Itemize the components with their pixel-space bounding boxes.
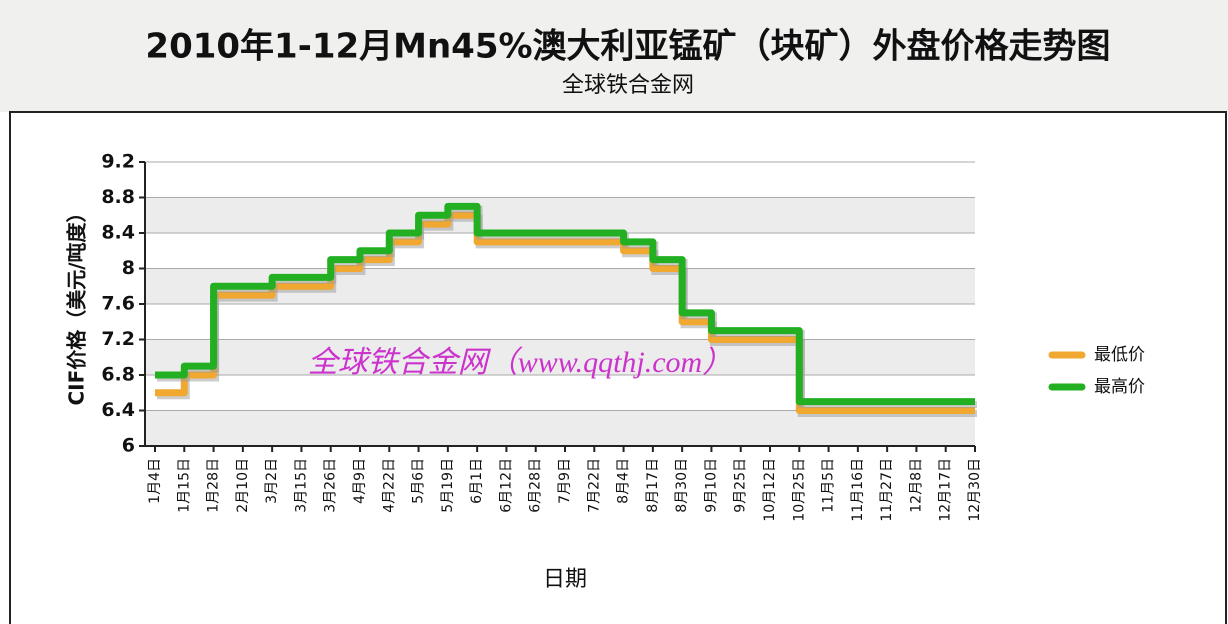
grid-band [145,197,975,233]
x-tick-label: 12月8日 [908,458,924,513]
y-tick-label: 6 [122,435,135,457]
x-tick-label: 1月15日 [176,458,192,513]
y-tick-label: 6.8 [101,364,135,386]
chart-subtitle: 全球铁合金网 [562,73,694,98]
x-tick-label: 3月2日 [264,458,280,504]
x-tick-label: 4月9日 [352,458,368,504]
x-tick-label: 6月12日 [498,458,514,513]
x-tick-label: 8月30日 [674,458,690,513]
y-tick-label: 8.4 [101,222,135,244]
y-tick-label: 8 [122,257,135,279]
y-axis-label: CIF价格（美元/吨度） [65,202,89,405]
x-axis-label: 日期 [543,567,587,592]
x-tick-label: 11月16日 [850,458,866,522]
x-tick-label: 6月28日 [528,458,544,513]
x-tick-label: 6月1日 [469,458,485,504]
y-tick-label: 7.6 [101,293,135,315]
x-tick-label: 7月22日 [586,458,602,513]
x-tick-label: 10月12日 [762,458,778,522]
x-tick-label: 11月5日 [821,458,837,513]
grid-band [145,339,975,375]
x-tick-label: 7月9日 [557,458,573,504]
x-tick-label: 5月19日 [440,458,456,513]
x-tick-label: 11月27日 [879,458,895,522]
x-tick-label: 4月22日 [381,458,397,513]
x-tick-label: 1月28日 [206,458,222,513]
legend-label: 最低价 [1094,345,1145,365]
x-tick-label: 2月10日 [235,458,251,513]
legend-label: 最高价 [1094,377,1145,397]
x-tick-label: 1月4日 [147,458,163,504]
y-tick-label: 8.8 [101,186,135,208]
chart-title: 2010年1-12月Mn45%澳大利亚锰矿（块矿）外盘价格走势图 [145,27,1110,67]
x-tick-label: 8月17日 [645,458,661,513]
title-bar [0,0,1228,112]
x-tick-label: 3月26日 [323,458,339,513]
x-tick-label: 12月30日 [967,458,983,522]
x-tick-label: 9月25日 [733,458,749,513]
x-tick-label: 5月6日 [411,458,427,504]
x-tick-label: 8月4日 [616,458,632,504]
x-tick-label: 3月15日 [293,458,309,513]
x-tick-label: 9月10日 [703,458,719,513]
x-tick-label: 12月17日 [938,458,954,522]
watermark: 全球铁合金网（www.qqthj.com） [308,346,732,379]
y-tick-label: 6.4 [101,399,135,421]
series-line [155,202,975,406]
x-tick-label: 10月25日 [791,458,807,522]
y-tick-label: 7.2 [101,328,135,350]
y-tick-label: 9.2 [101,151,135,173]
